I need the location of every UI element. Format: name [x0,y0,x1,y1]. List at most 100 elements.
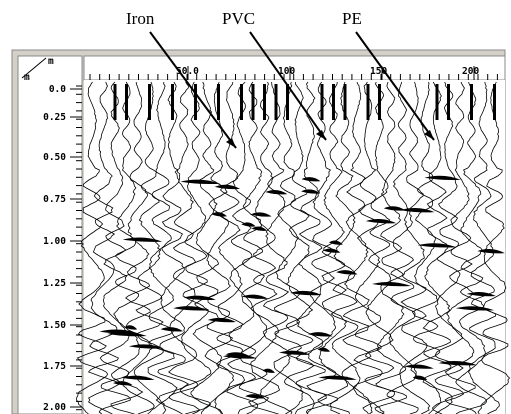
trace [386,81,419,414]
reflection-lobe [250,212,272,217]
x-tick-label: 200 [462,66,479,77]
reflection-lobe [477,248,505,254]
reflection-lobe [262,368,276,373]
direct-wave [378,84,381,120]
arrow-head [316,130,326,140]
y-tick-label: 1.25 [43,278,66,289]
reflection-lobe [124,325,138,330]
y-tick-label: 1.50 [43,320,66,331]
arrow-head [226,138,236,148]
direct-wave [320,84,324,120]
trace [283,81,315,414]
reflection-lobe [99,329,139,334]
x-tick-label: 150 [370,66,387,77]
reflection-lobe [336,270,358,275]
trace [110,81,144,414]
direct-wave [286,84,289,120]
reflection-lobe [417,243,457,248]
trace [75,81,109,414]
trace [98,81,131,414]
corner-divider [21,57,47,79]
reflection-lobe [113,381,133,386]
trace [410,81,442,414]
trace [352,81,385,414]
direct-wave [493,84,496,120]
reflection-lobe [122,237,163,242]
y-tick-label: 0.0 [49,84,66,95]
reflection-lobe [180,179,221,184]
reflection-lobe [301,189,321,194]
reflection-lobe [173,306,209,311]
reflection-lobe [290,290,322,296]
y-tick-label: 0.25 [43,112,66,123]
annotation: Iron [126,9,155,28]
direct-wave [343,84,347,120]
y-tick-label: 2.00 [43,402,66,413]
trace [168,81,201,414]
y-tick-label: 0.75 [43,194,66,205]
traces [75,81,511,414]
direct-wave [240,84,243,120]
trace [477,81,511,414]
reflection-lobe [424,175,461,181]
trace [121,81,155,414]
direct-wave [263,84,266,120]
trace [237,81,270,414]
reflection-lobe [318,375,357,380]
trace [155,81,190,414]
reflection-lobe [183,295,216,300]
trace [226,81,258,414]
reflection-lobe [455,306,495,311]
reflection-lobe [412,375,428,380]
reflection-lobe [365,218,397,224]
reflection-lobe [438,360,477,366]
reflection-lobe [245,394,266,399]
direct-wave [113,84,117,120]
trace [330,81,361,414]
annotation: PVC [222,9,255,28]
trace [305,81,338,414]
reflection-lobe [404,364,434,369]
direct-wave [332,84,335,120]
trace [190,81,224,414]
reflection-lobe [222,354,257,359]
trace [87,81,120,414]
arrow [249,31,327,141]
x-tick-label: 100 [278,66,295,77]
reflection-lobe [160,327,184,332]
trace [214,81,246,414]
direct-wave [274,84,278,120]
trace [247,81,281,414]
direct-wave [435,84,439,120]
direct-wave [366,84,370,120]
y-tick-label: 1.00 [43,236,66,247]
reflection-lobe [328,240,343,245]
direct-wave [148,84,151,120]
trace [422,81,453,414]
trace [133,81,167,414]
reflection-lobe [121,375,155,380]
reflection-lobe [265,189,288,195]
reflection-lobe [279,350,311,355]
reflection-lobe [371,281,412,287]
reflection-lobe [241,294,269,299]
y-tick-label: 0.50 [43,152,66,163]
arrow [355,31,435,141]
trace [201,81,235,414]
reflection-lobe [400,208,435,213]
y-tick-label: 1.75 [43,361,66,372]
left-ruler [17,55,83,414]
arrow [149,31,237,149]
reflection-lobe [214,184,241,190]
reflection-lobe [301,177,321,182]
direct-wave [171,84,174,120]
trace [444,81,477,414]
annotation: PE [342,9,362,28]
reflection-lobe [241,222,256,227]
trace [294,81,327,414]
reflection-lobe [466,291,496,297]
direct-wave [470,84,473,120]
reflection-lobe [317,347,331,352]
direct-wave [125,84,128,120]
reflection-lobe [251,226,268,231]
